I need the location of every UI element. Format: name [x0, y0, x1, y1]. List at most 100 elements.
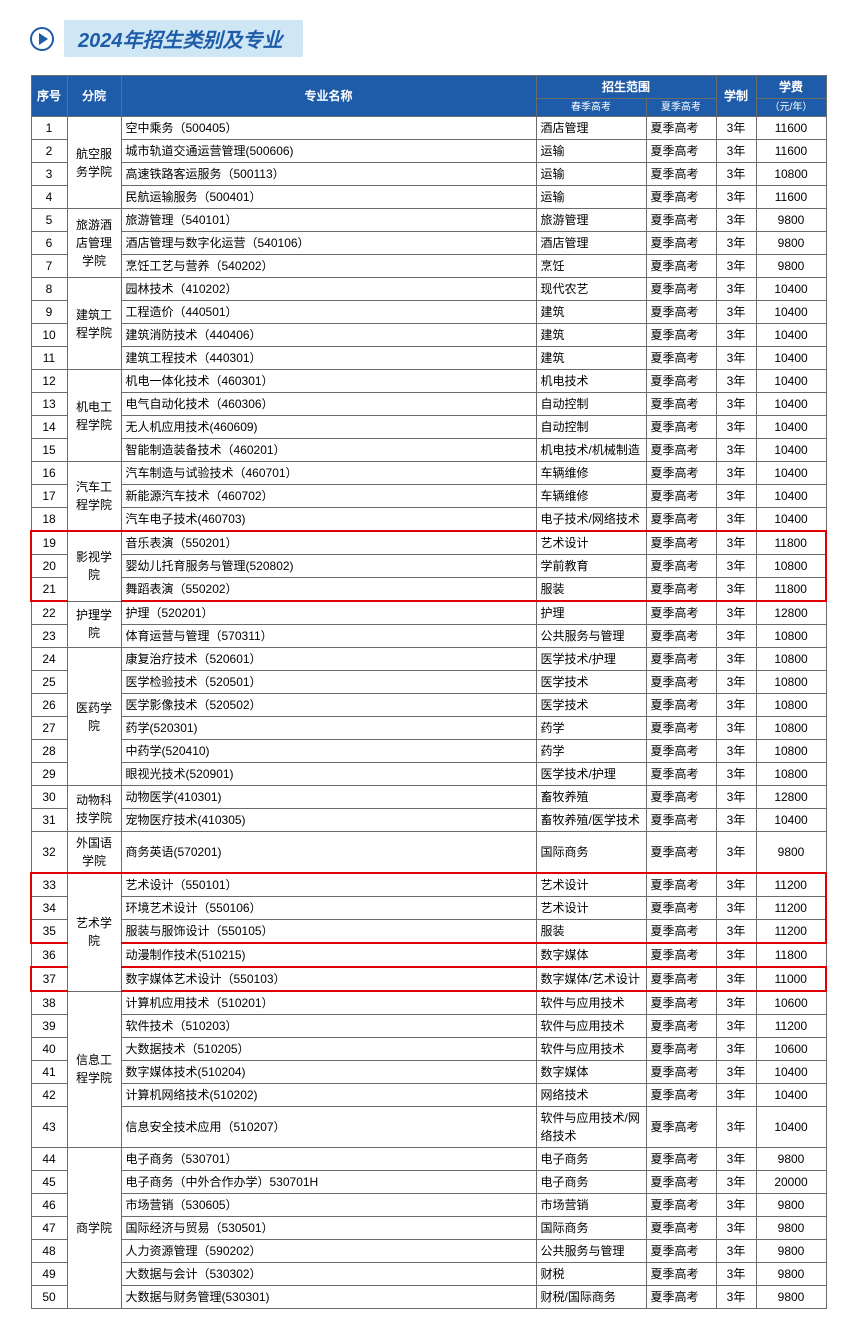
cell-fee: 10800: [756, 648, 826, 671]
cell-fee: 10400: [756, 485, 826, 508]
cell-duration: 3年: [716, 347, 756, 370]
cell-name: 国际经济与贸易（530501）: [121, 1217, 536, 1240]
cell-idx: 5: [31, 209, 67, 232]
cell-idx: 21: [31, 578, 67, 602]
table-row: 9工程造价（440501）建筑夏季高考3年10400: [31, 301, 826, 324]
table-row: 2城市轨道交通运营管理(500606)运输夏季高考3年11600: [31, 140, 826, 163]
cell-name: 数字媒体艺术设计（550103）: [121, 967, 536, 991]
cell-fee: 11800: [756, 531, 826, 555]
cell-exam: 夏季高考: [646, 393, 716, 416]
cell-duration: 3年: [716, 370, 756, 393]
cell-duration: 3年: [716, 1061, 756, 1084]
cell-idx: 4: [31, 186, 67, 209]
cell-name: 护理（520201）: [121, 601, 536, 625]
table-row: 3高速铁路客运服务（500113）运输夏季高考3年10800: [31, 163, 826, 186]
cell-idx: 29: [31, 763, 67, 786]
cell-duration: 3年: [716, 920, 756, 944]
table-row: 23体育运营与管理（570311）公共服务与管理夏季高考3年10800: [31, 625, 826, 648]
cell-category: 医学技术/护理: [536, 763, 646, 786]
cell-category: 酒店管理: [536, 117, 646, 140]
cell-fee: 10800: [756, 555, 826, 578]
table-row: 43信息安全技术应用（510207）软件与应用技术/网络技术夏季高考3年1040…: [31, 1107, 826, 1148]
cell-idx: 25: [31, 671, 67, 694]
cell-idx: 44: [31, 1148, 67, 1171]
cell-idx: 38: [31, 991, 67, 1015]
cell-exam: 夏季高考: [646, 1015, 716, 1038]
cell-idx: 15: [31, 439, 67, 462]
cell-category: 财税: [536, 1263, 646, 1286]
cell-dept: 机电工程学院: [67, 370, 121, 462]
cell-name: 智能制造装备技术（460201）: [121, 439, 536, 462]
cell-duration: 3年: [716, 717, 756, 740]
cell-name: 计算机网络技术(510202): [121, 1084, 536, 1107]
cell-idx: 17: [31, 485, 67, 508]
cell-duration: 3年: [716, 232, 756, 255]
cell-duration: 3年: [716, 648, 756, 671]
cell-exam: 夏季高考: [646, 832, 716, 874]
cell-dept: 动物科技学院: [67, 786, 121, 832]
cell-idx: 8: [31, 278, 67, 301]
cell-duration: 3年: [716, 462, 756, 485]
cell-idx: 39: [31, 1015, 67, 1038]
cell-name: 数字媒体技术(510204): [121, 1061, 536, 1084]
cell-name: 市场营销（530605）: [121, 1194, 536, 1217]
cell-idx: 37: [31, 967, 67, 991]
cell-idx: 34: [31, 897, 67, 920]
cell-duration: 3年: [716, 209, 756, 232]
cell-duration: 3年: [716, 809, 756, 832]
cell-name: 宠物医疗技术(410305): [121, 809, 536, 832]
cell-exam: 夏季高考: [646, 1240, 716, 1263]
cell-exam: 夏季高考: [646, 209, 716, 232]
cell-fee: 9800: [756, 1240, 826, 1263]
cell-fee: 10400: [756, 370, 826, 393]
admissions-table: 序号 分院 专业名称 招生范围 学制 学费 春季高考 夏季高考 （元/年） 1航…: [30, 75, 827, 1309]
cell-duration: 3年: [716, 832, 756, 874]
cell-duration: 3年: [716, 671, 756, 694]
cell-dept: 航空服务学院: [67, 117, 121, 209]
cell-duration: 3年: [716, 897, 756, 920]
cell-fee: 9800: [756, 1148, 826, 1171]
cell-idx: 7: [31, 255, 67, 278]
cell-fee: 10800: [756, 163, 826, 186]
cell-fee: 9800: [756, 832, 826, 874]
cell-dept: 信息工程学院: [67, 991, 121, 1148]
play-icon: [30, 27, 54, 51]
cell-name: 舞蹈表演（550202）: [121, 578, 536, 602]
table-row: 39软件技术（510203）软件与应用技术夏季高考3年11200: [31, 1015, 826, 1038]
col-scope-spring: 春季高考: [536, 99, 646, 117]
cell-fee: 10800: [756, 694, 826, 717]
table-row: 49大数据与会计（530302）财税夏季高考3年9800: [31, 1263, 826, 1286]
cell-fee: 10400: [756, 809, 826, 832]
cell-name: 高速铁路客运服务（500113）: [121, 163, 536, 186]
cell-name: 环境艺术设计（550106）: [121, 897, 536, 920]
cell-category: 软件与应用技术: [536, 1038, 646, 1061]
cell-exam: 夏季高考: [646, 1286, 716, 1309]
cell-duration: 3年: [716, 601, 756, 625]
table-row: 42计算机网络技术(510202)网络技术夏季高考3年10400: [31, 1084, 826, 1107]
cell-exam: 夏季高考: [646, 967, 716, 991]
cell-name: 建筑工程技术（440301）: [121, 347, 536, 370]
table-row: 35服装与服饰设计（550105）服装夏季高考3年11200: [31, 920, 826, 944]
cell-exam: 夏季高考: [646, 1263, 716, 1286]
cell-idx: 14: [31, 416, 67, 439]
cell-exam: 夏季高考: [646, 1107, 716, 1148]
table-row: 24医药学院康复治疗技术（520601）医学技术/护理夏季高考3年10800: [31, 648, 826, 671]
cell-fee: 11200: [756, 1015, 826, 1038]
cell-exam: 夏季高考: [646, 485, 716, 508]
cell-exam: 夏季高考: [646, 717, 716, 740]
cell-fee: 11600: [756, 186, 826, 209]
cell-dept: 汽车工程学院: [67, 462, 121, 532]
table-row: 30动物科技学院动物医学(410301)畜牧养殖夏季高考3年12800: [31, 786, 826, 809]
cell-name: 大数据与会计（530302）: [121, 1263, 536, 1286]
cell-fee: 10400: [756, 1107, 826, 1148]
cell-name: 新能源汽车技术（460702）: [121, 485, 536, 508]
cell-fee: 11200: [756, 920, 826, 944]
table-row: 16汽车工程学院汽车制造与试验技术（460701）车辆维修夏季高考3年10400: [31, 462, 826, 485]
cell-idx: 48: [31, 1240, 67, 1263]
table-row: 1航空服务学院空中乘务（500405）酒店管理夏季高考3年11600: [31, 117, 826, 140]
col-dur: 学制: [716, 76, 756, 117]
cell-duration: 3年: [716, 786, 756, 809]
cell-fee: 9800: [756, 1286, 826, 1309]
cell-name: 建筑消防技术（440406）: [121, 324, 536, 347]
table-row: 19影视学院音乐表演（550201）艺术设计夏季高考3年11800: [31, 531, 826, 555]
